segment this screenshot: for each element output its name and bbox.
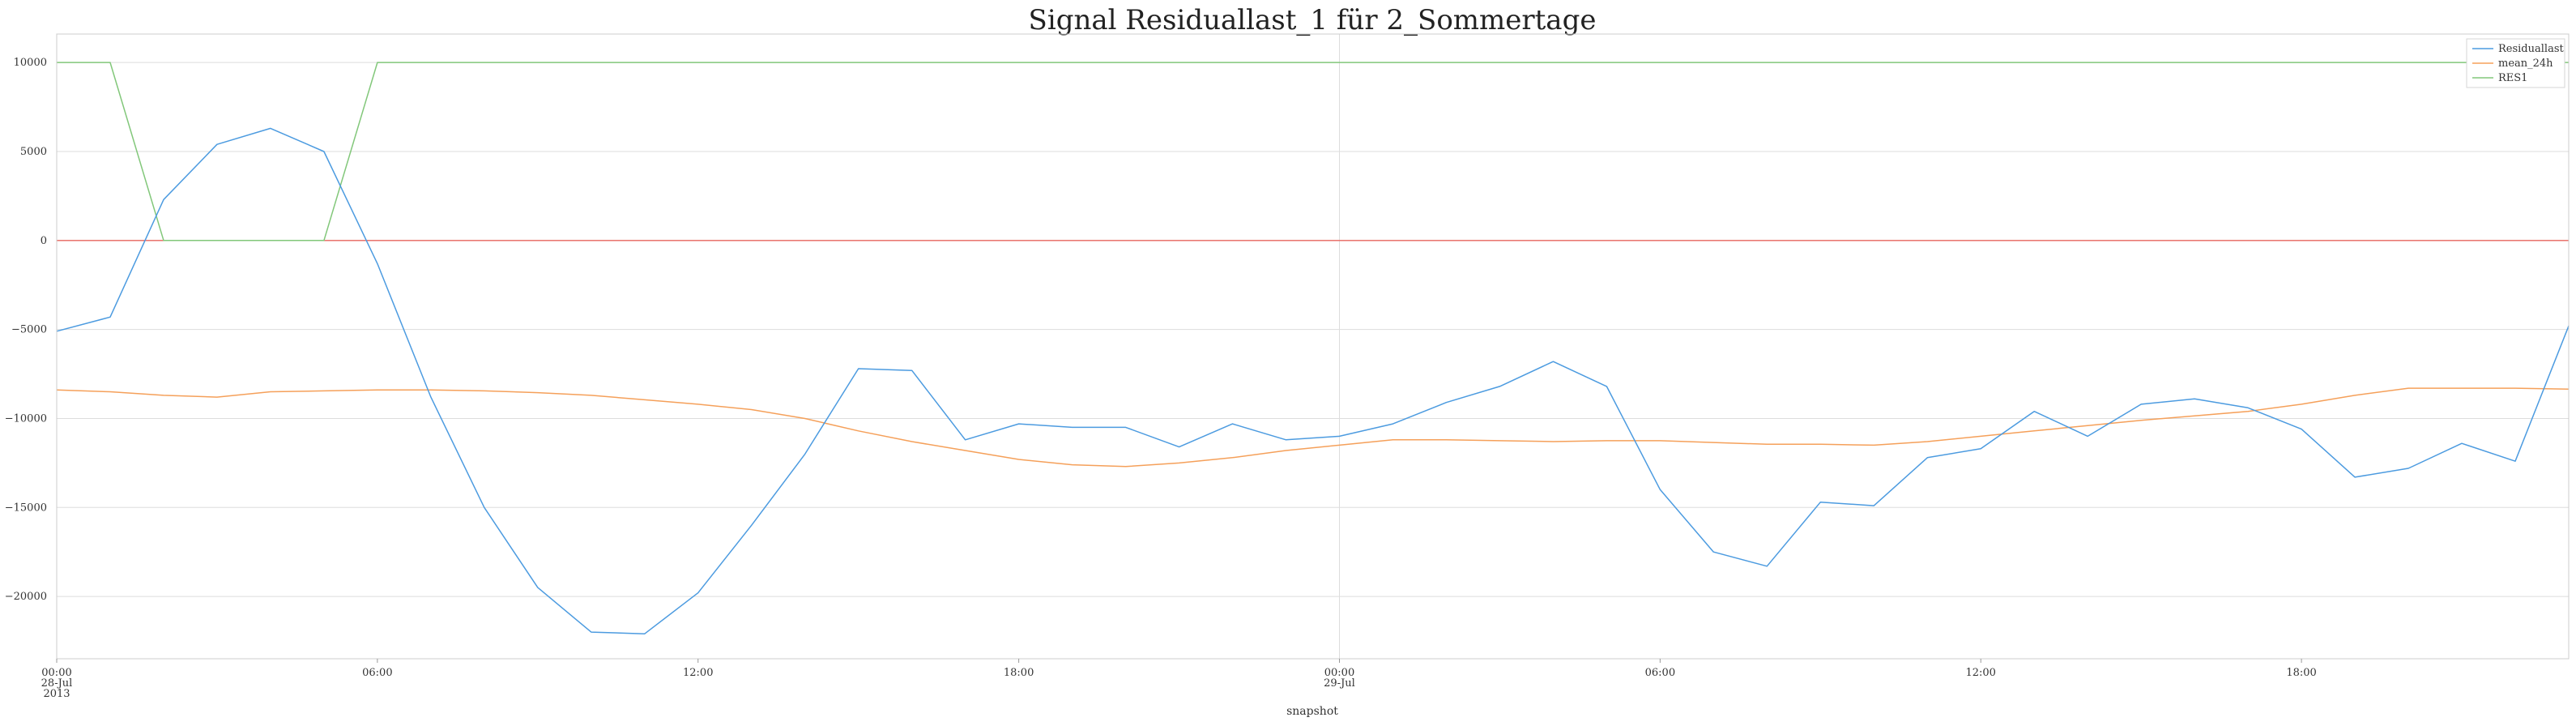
x-tick-label: 18:00 — [1004, 667, 1034, 679]
series-lines — [56, 62, 2570, 634]
x-tick-label: 18:00 — [2286, 667, 2316, 679]
y-tick-label: 0 — [41, 235, 47, 247]
y-tick-label: −5000 — [11, 324, 47, 336]
x-tick-label: 00:00 — [41, 667, 71, 679]
plot-frame — [56, 33, 2570, 660]
legend-label-residuallast: Residuallast — [2498, 43, 2564, 55]
legend-label-mean-24h: mean_24h — [2498, 58, 2553, 70]
gridlines — [57, 34, 2569, 659]
x-tick-label: 12:00 — [1965, 667, 1995, 679]
x-tick-label: 06:00 — [1645, 667, 1675, 679]
x-tick-label: 06:00 — [362, 667, 392, 679]
y-tick-label: 10000 — [14, 57, 47, 69]
y-tick-label: 5000 — [20, 146, 47, 158]
series-line-residuallast — [56, 127, 2570, 634]
series-line-mean-24h — [56, 387, 2570, 468]
y-tick-label: −10000 — [5, 412, 47, 425]
x-tick-label: 28-Jul — [41, 677, 73, 690]
x-tick-label: 2013 — [43, 688, 70, 700]
x-tick-label: 12:00 — [683, 667, 713, 679]
x-tick-label: 00:00 — [1324, 667, 1354, 679]
legend: Residuallast mean_24h RES1 — [2466, 38, 2565, 88]
series-line-res1 — [57, 62, 2569, 241]
x-axis-label: snapshot — [1286, 705, 1338, 718]
chart-title: Signal Residuallast_1 für 2_Sommertage — [1029, 4, 1597, 36]
y-tick-label: −15000 — [5, 502, 47, 514]
y-axis-ticks: 10000 5000 0 −5000 −10000 −15000 −20000 — [5, 57, 47, 603]
y-tick-label: −20000 — [5, 591, 47, 603]
x-tick-label: 29-Jul — [1324, 677, 1355, 690]
legend-label-res1: RES1 — [2498, 72, 2527, 84]
